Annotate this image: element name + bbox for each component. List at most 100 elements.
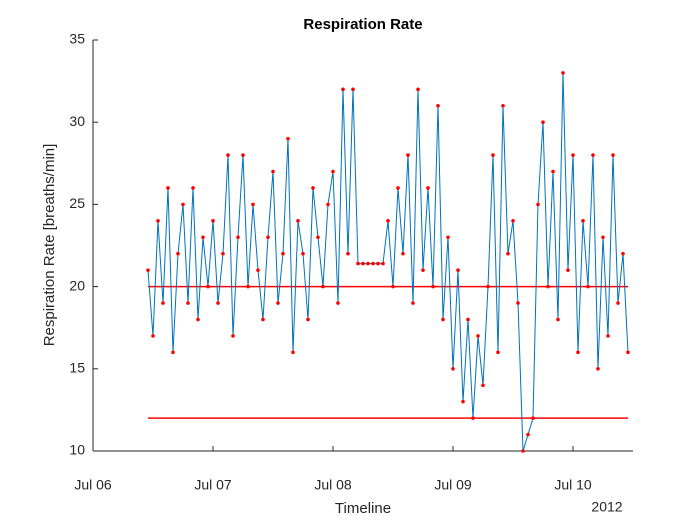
data-point (201, 235, 205, 240)
data-point (436, 103, 440, 108)
data-point (236, 235, 240, 240)
data-point (531, 416, 535, 420)
data-point (566, 268, 570, 272)
data-point (376, 261, 380, 266)
data-point (406, 153, 410, 157)
data-point (346, 251, 350, 256)
data-point (301, 251, 305, 256)
x-axis-label: Timeline (335, 500, 391, 517)
x-tick-label: Jul 09 (434, 477, 472, 493)
data-point (596, 367, 600, 371)
data-point (626, 350, 630, 355)
data-point (601, 235, 605, 240)
x-tick-label: Jul 08 (314, 477, 352, 493)
data-point (551, 169, 555, 174)
data-point (536, 202, 540, 207)
data-point (246, 284, 250, 289)
data-point (526, 432, 530, 437)
y-tick-label: 10 (69, 442, 85, 458)
data-point (456, 268, 460, 272)
y-tick-label: 35 (69, 31, 85, 47)
data-point (611, 153, 615, 157)
data-point (561, 71, 565, 75)
data-point (556, 317, 560, 322)
data-point (476, 334, 480, 338)
data-point (576, 350, 580, 355)
data-point (371, 261, 375, 266)
data-point (191, 186, 195, 190)
data-point (171, 350, 175, 355)
data-point (151, 334, 155, 338)
data-point (156, 219, 160, 223)
data-point (466, 317, 470, 322)
data-point (411, 301, 415, 305)
data-point (441, 317, 445, 322)
data-point (211, 219, 215, 223)
data-point (226, 153, 230, 157)
data-point (291, 350, 295, 355)
data-point (381, 261, 385, 266)
data-point (336, 301, 340, 305)
data-point (316, 235, 320, 240)
data-point (521, 449, 525, 453)
data-point (341, 87, 345, 92)
data-point (591, 153, 595, 157)
data-point (396, 186, 400, 190)
y-axis-label: Respiration Rate [breaths/min] (41, 144, 58, 347)
data-point (446, 235, 450, 240)
data-point (356, 261, 360, 266)
data-point (461, 399, 465, 404)
x-tick-label: Jul 06 (74, 477, 112, 493)
data-point (271, 169, 275, 174)
x-tick-label: Jul 10 (554, 477, 592, 493)
data-point (206, 284, 210, 289)
data-point (146, 268, 150, 272)
data-point (351, 87, 355, 92)
data-point (231, 334, 235, 338)
y-tick-label: 25 (69, 195, 85, 211)
data-point (296, 219, 300, 223)
data-point (471, 416, 475, 420)
data-point (616, 301, 620, 305)
chart-title: Respiration Rate (303, 16, 422, 33)
data-point (306, 317, 310, 322)
data-point (311, 186, 315, 190)
y-tick-label: 30 (69, 113, 85, 129)
data-point (586, 284, 590, 289)
data-point (391, 284, 395, 289)
data-point (321, 284, 325, 289)
data-point (516, 301, 520, 305)
data-point (481, 383, 485, 388)
data-point (496, 350, 500, 355)
data-point (266, 235, 270, 240)
data-point (386, 219, 390, 223)
data-point (281, 251, 285, 256)
data-point (361, 261, 365, 266)
data-point (401, 251, 405, 256)
data-point (256, 268, 260, 272)
data-point (216, 301, 220, 305)
data-point (501, 103, 505, 108)
data-point (511, 219, 515, 223)
data-point (251, 202, 255, 207)
data-point (286, 136, 290, 141)
data-point (326, 202, 330, 207)
data-point (541, 120, 545, 124)
data-point (181, 202, 185, 207)
data-point (506, 251, 510, 256)
data-point (221, 251, 225, 256)
data-point (261, 317, 265, 322)
data-point (161, 301, 165, 305)
data-point (621, 251, 625, 256)
data-point (486, 284, 490, 289)
data-point (331, 169, 335, 174)
data-point (546, 284, 550, 289)
data-point (606, 334, 610, 338)
x-tick-label: Jul 07 (194, 477, 232, 493)
y-tick-label: 20 (69, 277, 85, 293)
data-point (431, 284, 435, 289)
y-tick-label: 15 (69, 360, 85, 376)
data-point (241, 153, 245, 157)
